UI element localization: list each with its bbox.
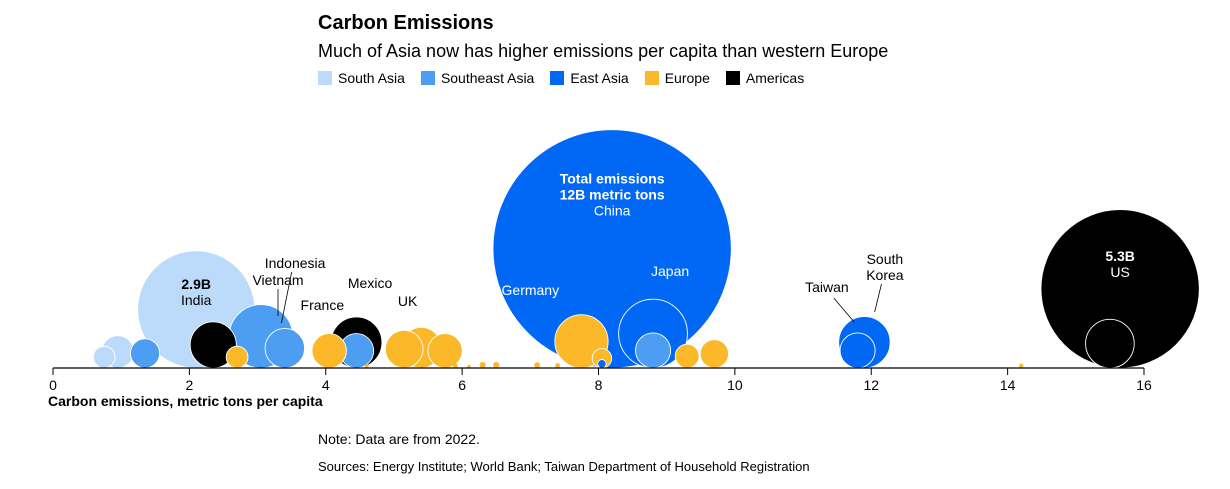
country-label: Taiwan: [805, 279, 849, 295]
bubble-annotation: Total emissions: [560, 170, 665, 186]
bubble: [311, 333, 347, 369]
bubble: [635, 332, 672, 369]
legend-swatch-south-asia: [318, 71, 332, 85]
bubble: [479, 361, 486, 368]
legend-item-southeast-asia: Southeast Asia: [420, 70, 535, 86]
bubble: [839, 332, 876, 369]
bubble: [492, 129, 732, 369]
country-label: Mexico: [348, 275, 393, 291]
legend-item-south-asia: South Asia: [318, 70, 405, 86]
bubble: [1085, 318, 1135, 369]
legend-label: Southeast Asia: [440, 70, 535, 86]
legend-label: Europe: [664, 70, 710, 86]
legend-label: Americas: [745, 70, 805, 86]
bubble-annotation: 2.9B: [181, 276, 211, 292]
bubble: [493, 361, 500, 368]
legend-swatch-europe: [644, 71, 659, 85]
bubble: [225, 345, 249, 369]
chart-note: Note: Data are from 2022.: [318, 431, 480, 447]
x-tick-label: 12: [863, 377, 879, 393]
chart-title: Carbon Emissions: [318, 12, 494, 34]
bubble-annotation-country: China: [594, 202, 631, 218]
bubble: [427, 333, 463, 369]
bubble-annotation-country: US: [1110, 264, 1129, 280]
legend-label: South Asia: [338, 70, 405, 86]
bubble: [130, 338, 161, 369]
bubble: [674, 343, 700, 369]
country-label: Germany: [502, 282, 560, 298]
x-tick-label: 8: [595, 377, 603, 393]
country-label: Indonesia: [265, 255, 326, 271]
x-tick-label: 0: [49, 377, 57, 393]
x-tick-label: 16: [1136, 377, 1152, 393]
bubble: [467, 364, 471, 368]
bubble: [699, 339, 730, 369]
bubble: [264, 328, 306, 369]
legend-swatch-americas: [725, 71, 740, 85]
x-tick-label: 6: [458, 377, 466, 393]
legend-label: East Asia: [570, 70, 629, 86]
bubble: [364, 364, 369, 369]
x-axis-label: Carbon emissions, metric tons per capita: [48, 393, 323, 409]
country-label: France: [301, 297, 345, 313]
x-tick-label: 14: [1000, 377, 1016, 393]
country-label: South: [867, 251, 904, 267]
leader-line: [281, 271, 293, 324]
bubble: [453, 363, 458, 368]
country-label: Japan: [651, 263, 689, 279]
leader-line: [833, 297, 855, 323]
x-tick-label: 4: [322, 377, 330, 393]
legend-item-east-asia: East Asia: [550, 70, 629, 86]
country-label: UK: [398, 293, 418, 309]
country-label: Vietnam: [252, 272, 303, 288]
legend: South Asia Southeast Asia East Asia Euro…: [318, 70, 804, 86]
chart-sources: Sources: Energy Institute; World Bank; T…: [318, 459, 810, 474]
legend-item-europe: Europe: [644, 70, 710, 86]
x-tick-label: 10: [727, 377, 743, 393]
legend-item-americas: Americas: [725, 70, 805, 86]
bubble: [555, 363, 561, 369]
legend-swatch-southeast-asia: [420, 71, 435, 85]
bubble-annotation: 5.3B: [1105, 248, 1135, 264]
bubble-chart: 0 2 4 6 8 10 12 14 16 Carbon emissions, metric to…: [48, 129, 1200, 409]
bubble: [534, 362, 541, 368]
bubble-annotation-country: India: [181, 292, 212, 308]
x-tick-label: 2: [185, 377, 193, 393]
leader-line: [874, 283, 882, 313]
bubble: [384, 329, 424, 369]
bubble: [1019, 363, 1024, 368]
bubble: [92, 345, 116, 369]
bubble-annotation: 12B metric tons: [560, 186, 665, 202]
chart-subtitle: Much of Asia now has higher emissions pe…: [318, 41, 889, 61]
bubble: [597, 359, 607, 369]
legend-swatch-east-asia: [550, 71, 565, 85]
country-label: Korea: [866, 267, 904, 283]
